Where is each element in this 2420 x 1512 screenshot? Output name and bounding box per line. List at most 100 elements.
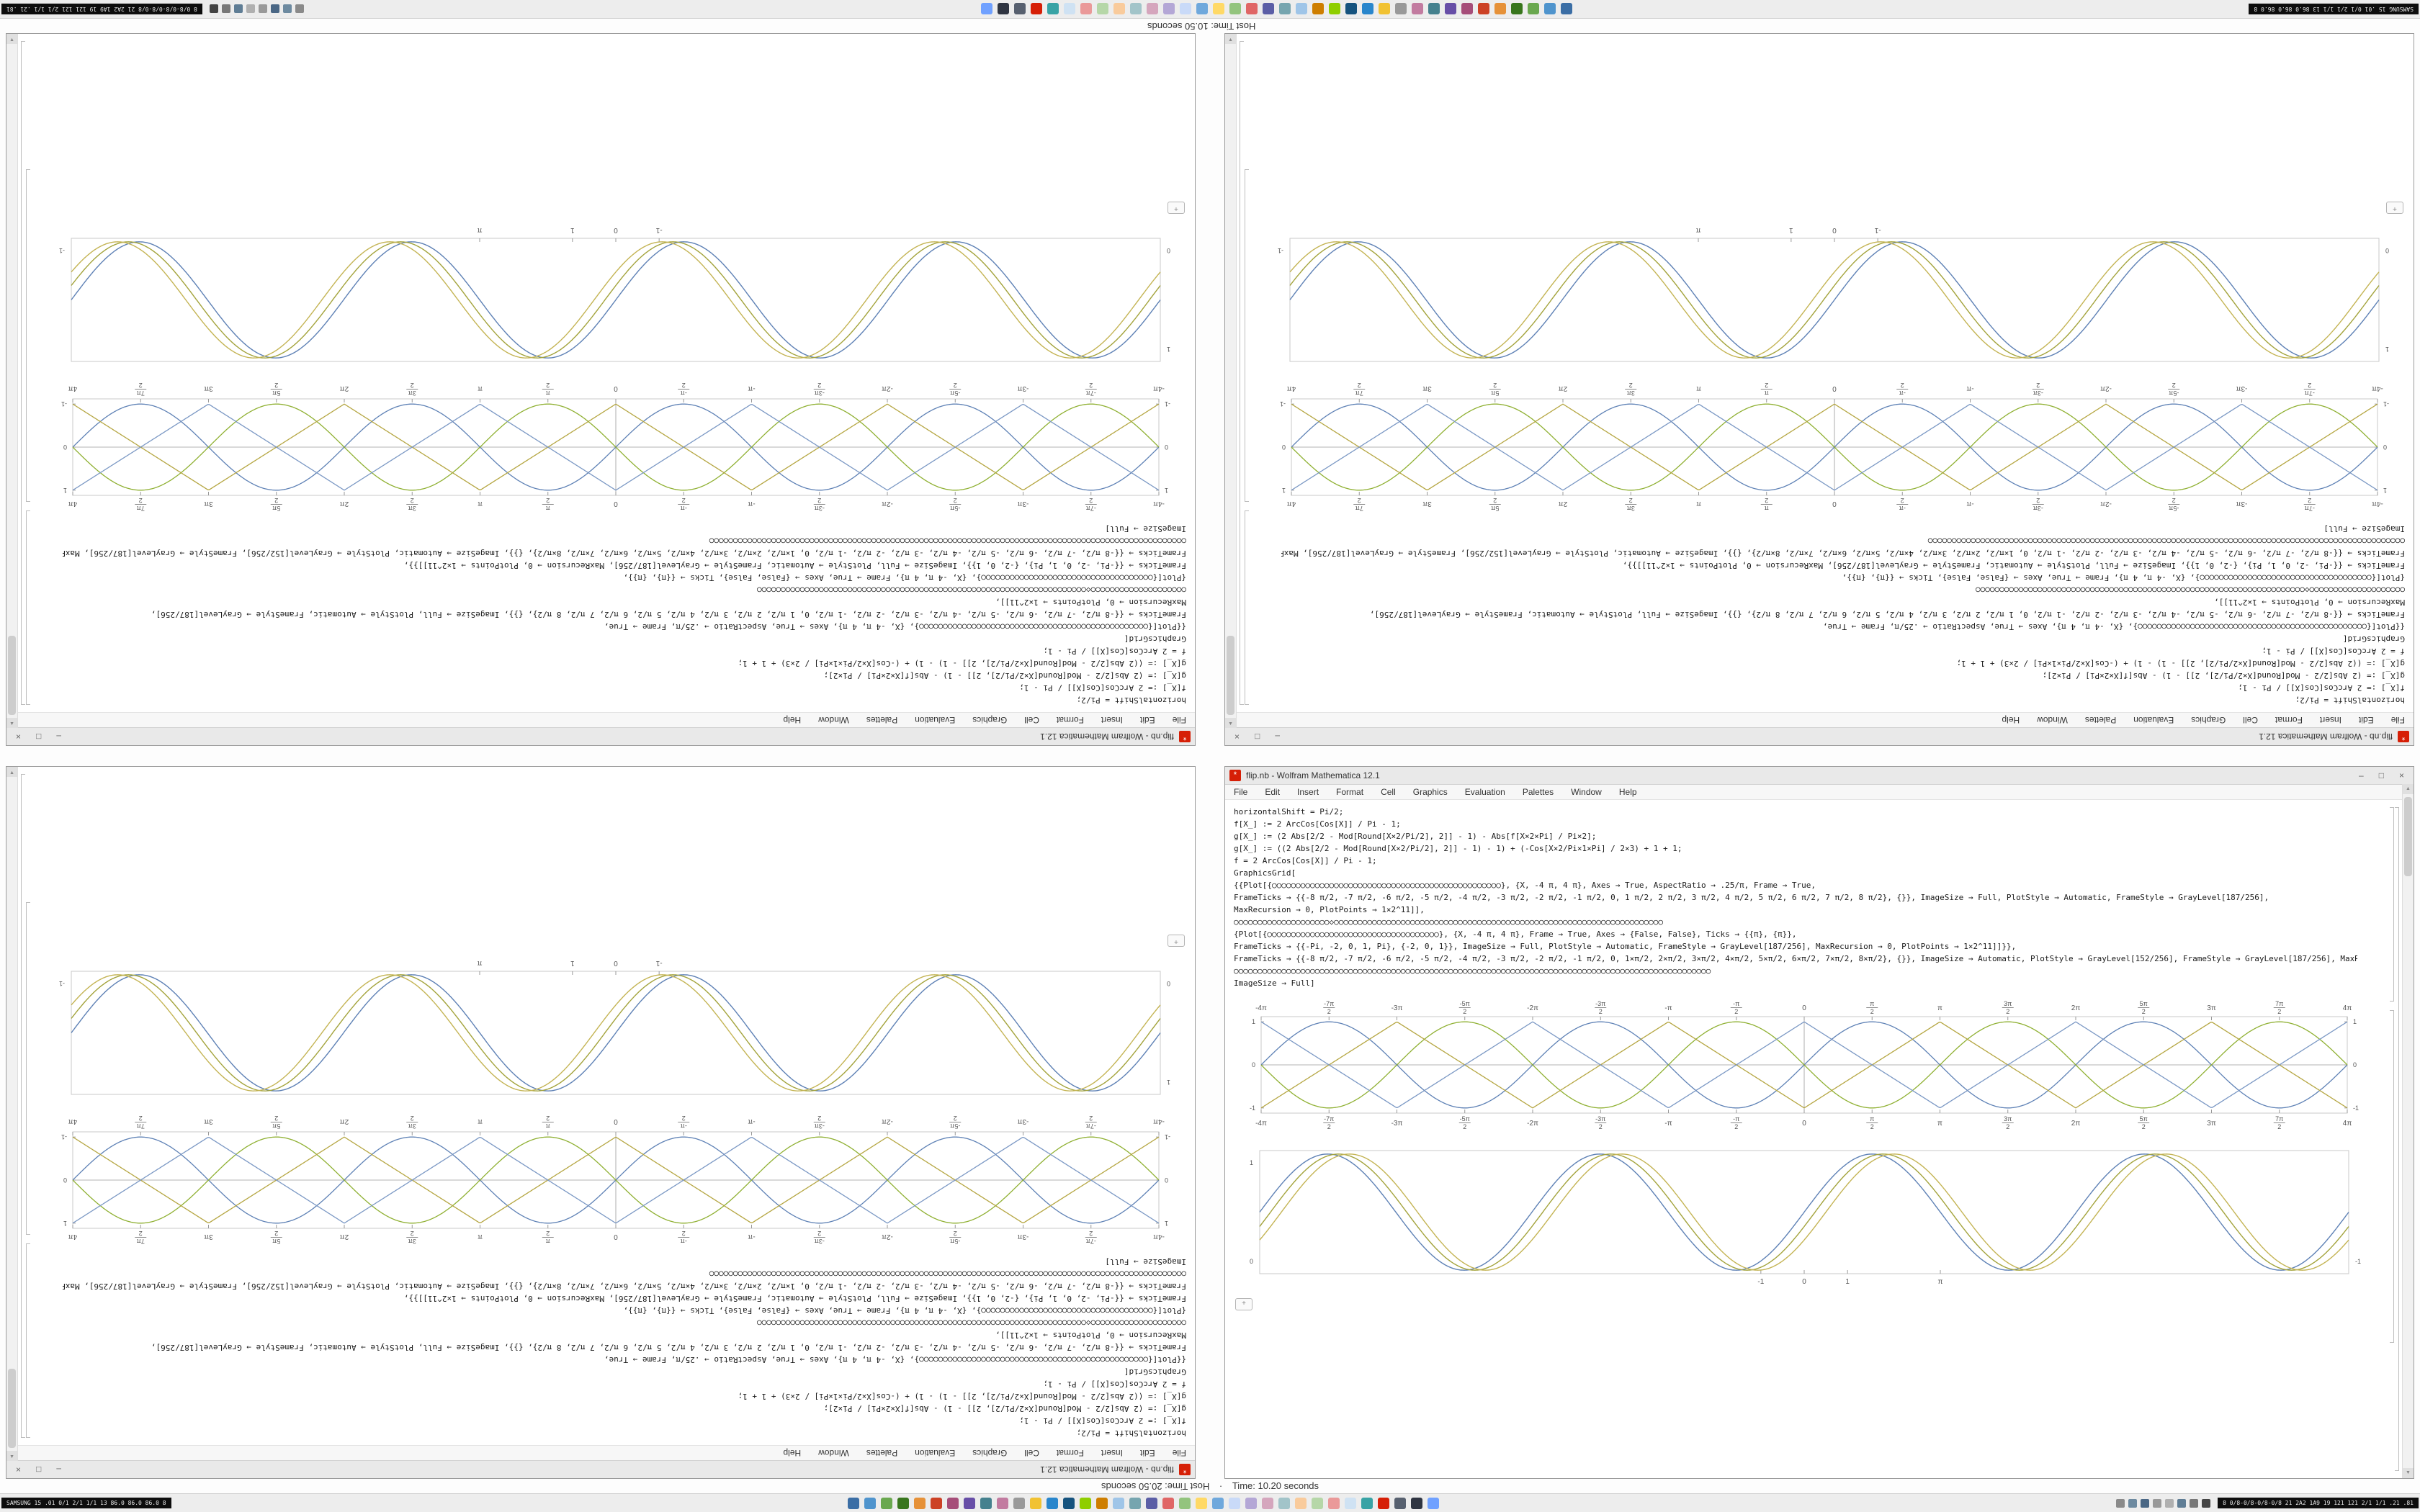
menu-cell[interactable]: Cell <box>1024 715 1039 725</box>
taskbar-app-icon[interactable] <box>1428 3 1440 15</box>
insert-cell-button[interactable]: + <box>2386 202 2403 214</box>
code-line[interactable]: f = 2 ArcCos[Cos[X]] / Pi - 1; <box>1043 647 1186 656</box>
taskbar-app-icon[interactable] <box>1361 3 1373 15</box>
code-line[interactable]: ○○○○○○○○○○○○○○○○○○○○◇○○○○○○○○○○○○○○○○○○○… <box>756 585 1186 595</box>
code-line[interactable]: {{Plot[{○○○○○○○○○○○○○○○○○○○○○○○○○○○○○○○○… <box>1823 622 2405 631</box>
tray-icon[interactable] <box>2153 1498 2162 1508</box>
taskbar-app-icon[interactable] <box>1096 1497 1108 1509</box>
menu-cell[interactable]: Cell <box>1381 787 1396 797</box>
close-button[interactable]: × <box>2398 770 2404 780</box>
tray-icon[interactable] <box>258 4 267 14</box>
tray-icon[interactable] <box>209 4 218 14</box>
code-line[interactable]: g[X_] := ((2 Abs[2/2 - Mod[Round[X×2/Pi/… <box>1956 659 2405 668</box>
cell-bracket-code[interactable] <box>26 1243 30 1438</box>
scroll-thumb[interactable] <box>8 1369 16 1448</box>
taskbar-app-icon[interactable] <box>1328 3 1340 15</box>
tray-icon[interactable] <box>282 4 292 14</box>
code-line[interactable]: f[X_] := 2 ArcCos[Cos[X]] / Pi - 1; <box>1234 819 1401 829</box>
taskbar-app-icon[interactable] <box>1295 1497 1307 1509</box>
taskbar-app-icon[interactable] <box>1444 3 1456 15</box>
taskbar-app-icon[interactable] <box>1229 3 1241 15</box>
input-code-cell[interactable]: horizontalShift = Pi/2; f[X_] := 2 ArcCo… <box>63 523 1186 706</box>
code-line[interactable]: MaxRecursion → 0, PlotPoints → 1×2^11]], <box>995 598 1186 607</box>
cell-bracket-code[interactable] <box>2390 807 2394 1002</box>
taskbar-app-icon[interactable] <box>1262 3 1274 15</box>
code-line[interactable]: GraphicsGrid[ <box>2342 634 2405 644</box>
maximize-button[interactable]: □ <box>36 732 42 742</box>
taskbar-app-icon[interactable] <box>1543 3 1556 15</box>
maximize-button[interactable]: □ <box>36 1464 42 1475</box>
taskbar-app-icon[interactable] <box>1245 3 1258 15</box>
taskbar-app-icon[interactable] <box>1278 1497 1291 1509</box>
code-line[interactable]: ○○○○○○○○○○○○○○○○○○○○◇○○○○○○○○○○○○○○○○○○○… <box>756 1318 1186 1328</box>
taskbar-app-icon[interactable] <box>1411 3 1423 15</box>
taskbar-app-icon[interactable] <box>931 1497 943 1509</box>
notebook-content[interactable]: horizontalShift = Pi/2; f[X_] := 2 ArcCo… <box>1225 800 2414 1478</box>
cell-bracket-plots[interactable] <box>26 902 30 1235</box>
cell-bracket-code[interactable] <box>1245 510 1249 705</box>
taskbar-app-icon[interactable] <box>1428 1497 1440 1509</box>
tray-icon[interactable] <box>2165 1498 2174 1508</box>
menu-help[interactable]: Help <box>2002 715 2020 725</box>
taskbar-app-icon[interactable] <box>1179 1497 1191 1509</box>
code-line[interactable]: FrameTicks → {{-Pi, -2, 0, 1, Pi}, {-2, … <box>1234 942 2017 951</box>
menu-format[interactable]: Format <box>2275 715 2303 725</box>
scroll-down-arrow[interactable]: ▼ <box>6 34 17 44</box>
taskbar-app-icon[interactable] <box>1394 1497 1407 1509</box>
taskbar-app-icon[interactable] <box>1345 1497 1357 1509</box>
taskbar-app-icon[interactable] <box>1146 1497 1158 1509</box>
code-line[interactable]: {Plot[{○○○○○○○○○○○○○○○○○○○○○○○○○○○○○○○○○… <box>1842 573 2405 582</box>
taskbar-app-icon[interactable] <box>1162 3 1175 15</box>
code-line[interactable]: horizontalShift = Pi/2; <box>1076 1428 1186 1438</box>
taskbar-app-icon[interactable] <box>1278 3 1291 15</box>
code-line[interactable]: {{Plot[{○○○○○○○○○○○○○○○○○○○○○○○○○○○○○○○○… <box>604 1355 1186 1364</box>
close-button[interactable]: × <box>1234 732 1240 742</box>
taskbar-app-icon[interactable] <box>980 1497 992 1509</box>
menu-edit[interactable]: Edit <box>2358 715 2374 725</box>
code-line[interactable]: ○○○○○○○○○○○○○○○○○○○○◇○○○○○○○○○○○○○○○○○○○… <box>1975 585 2405 595</box>
code-line[interactable]: FrameTicks → {{-Pi, -2, 0, 1, Pi}, {-2, … <box>403 1294 1186 1303</box>
menu-edit[interactable]: Edit <box>1139 1448 1155 1458</box>
taskbar-app-icon[interactable] <box>1212 1497 1224 1509</box>
code-line[interactable]: {Plot[{○○○○○○○○○○○○○○○○○○○○○○○○○○○○○○○○○… <box>623 1306 1186 1315</box>
cell-bracket-plots[interactable] <box>1245 169 1249 502</box>
taskbar-app-icon[interactable] <box>997 3 1009 15</box>
minimize-button[interactable]: – <box>56 1464 61 1475</box>
taskbar-app-icon[interactable] <box>1030 1497 1042 1509</box>
cell-bracket-outer[interactable] <box>21 774 25 1438</box>
taskbar-app-icon[interactable] <box>1212 3 1224 15</box>
tray-icon[interactable] <box>2116 1498 2125 1508</box>
menu-insert[interactable]: Insert <box>1297 787 1319 797</box>
taskbar-app-icon[interactable] <box>1378 1497 1390 1509</box>
taskbar-app-icon[interactable] <box>1196 1497 1208 1509</box>
scroll-thumb[interactable] <box>2404 797 2412 876</box>
code-line[interactable]: g[X_] := (2 Abs[2/2 - Mod[Round[X×2/Pi/2… <box>1234 832 1597 841</box>
code-line[interactable]: g[X_] := (2 Abs[2/2 - Mod[Round[X×2/Pi/2… <box>823 1404 1186 1413</box>
cell-bracket-plots[interactable] <box>26 169 30 502</box>
menu-evaluation[interactable]: Evaluation <box>2133 715 2174 725</box>
cell-bracket-plots[interactable] <box>2390 1010 2394 1343</box>
menu-cell[interactable]: Cell <box>1024 1448 1039 1458</box>
scroll-thumb[interactable] <box>8 636 16 715</box>
taskbar-app-icon[interactable] <box>1129 1497 1142 1509</box>
code-line[interactable]: FrameTicks → {{-8 π/2, -7 π/2, -6 π/2, -… <box>63 549 1186 558</box>
code-line[interactable]: {Plot[{○○○○○○○○○○○○○○○○○○○○○○○○○○○○○○○○○… <box>1234 930 1797 939</box>
code-line[interactable]: f = 2 ArcCos[Cos[X]] / Pi - 1; <box>1234 856 1377 865</box>
mathematica-window-left[interactable]: * flip.nb - Wolfram Mathematica 12.1 – □… <box>6 766 1196 1479</box>
code-line[interactable]: horizontalShift = Pi/2; <box>1234 807 1344 816</box>
notebook-content[interactable]: horizontalShift = Pi/2; f[X_] := 2 ArcCo… <box>1225 34 2414 712</box>
code-line[interactable]: g[X_] := (2 Abs[2/2 - Mod[Round[X×2/Pi/2… <box>2042 671 2405 680</box>
input-code-cell[interactable]: horizontalShift = Pi/2; f[X_] := 2 ArcCo… <box>1234 806 2357 989</box>
window-titlebar[interactable]: * flip.nb - Wolfram Mathematica 12.1 – □… <box>6 727 1195 745</box>
menu-palettes[interactable]: Palettes <box>1522 787 1554 797</box>
code-line[interactable]: FrameTicks → {{-8 π/2, -7 π/2, -6 π/2, -… <box>1234 954 2357 963</box>
menu-cell[interactable]: Cell <box>2243 715 2258 725</box>
code-line[interactable]: f = 2 ArcCos[Cos[X]] / Pi - 1; <box>2262 647 2405 656</box>
tray-icon[interactable] <box>270 4 279 14</box>
menu-format[interactable]: Format <box>1056 715 1084 725</box>
scroll-up-arrow[interactable]: ▲ <box>2403 784 2414 794</box>
taskbar-app-icon[interactable] <box>1063 3 1075 15</box>
taskbar-app-icon[interactable] <box>1063 1497 1075 1509</box>
taskbar-app-icon[interactable] <box>1312 1497 1324 1509</box>
tray-icon[interactable] <box>233 4 243 14</box>
